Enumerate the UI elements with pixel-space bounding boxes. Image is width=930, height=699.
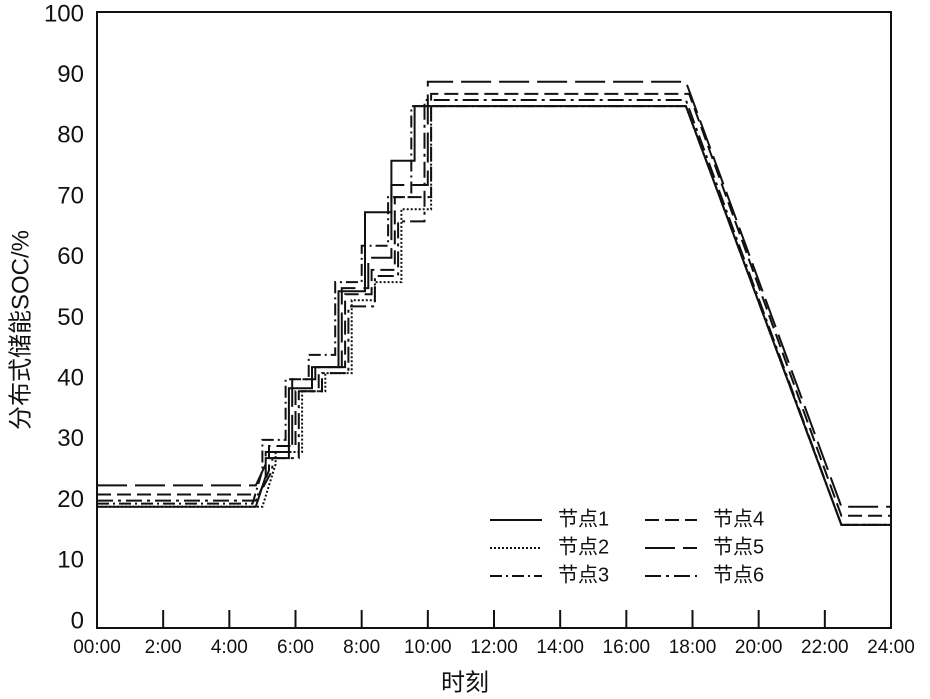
legend-label: 节点1 (558, 507, 609, 530)
x-tick-label: 22:00 (801, 637, 849, 658)
y-tick-label: 60 (57, 243, 84, 270)
legend-label: 节点5 (713, 535, 764, 558)
x-axis-label: 时刻 (441, 669, 489, 696)
series-line (97, 92, 891, 517)
series-line (97, 105, 891, 526)
legend-label: 节点4 (713, 507, 764, 530)
x-tick-label: 14:00 (536, 637, 584, 658)
legend-label: 节点6 (713, 563, 764, 586)
x-tick-label: 18:00 (669, 637, 717, 658)
x-tick-label: 2:00 (145, 637, 182, 658)
legend-label: 节点3 (558, 563, 609, 586)
x-tick-label: 6:00 (277, 637, 314, 658)
x-tick-label: 20:00 (735, 637, 783, 658)
x-tick-label: 00:00 (73, 637, 121, 658)
x-tick-label: 10:00 (404, 637, 452, 658)
y-tick-label: 30 (57, 425, 84, 452)
y-tick-label: 90 (57, 61, 84, 88)
y-tick-label: 10 (57, 547, 84, 574)
x-tick-label: 16:00 (603, 637, 651, 658)
x-tick-label: 8:00 (343, 637, 380, 658)
series-line (97, 80, 891, 508)
legend-label: 节点2 (558, 535, 609, 558)
x-tick-label: 24:00 (867, 637, 915, 658)
x-tick-label: 12:00 (470, 637, 518, 658)
y-tick-label: 50 (57, 304, 84, 331)
y-tick-label: 70 (57, 182, 84, 209)
series-line (97, 99, 891, 526)
plot-frame (96, 11, 892, 629)
y-tick-label: 100 (44, 0, 84, 27)
series-line (97, 105, 891, 526)
x-tick-label: 4:00 (211, 637, 248, 658)
y-tick-label: 0 (71, 607, 84, 634)
y-tick-label: 80 (57, 122, 84, 149)
y-tick-label: 40 (57, 365, 84, 392)
y-tick-label: 20 (57, 486, 84, 513)
y-axis-label: 分布式储能SOC/% (7, 230, 34, 430)
